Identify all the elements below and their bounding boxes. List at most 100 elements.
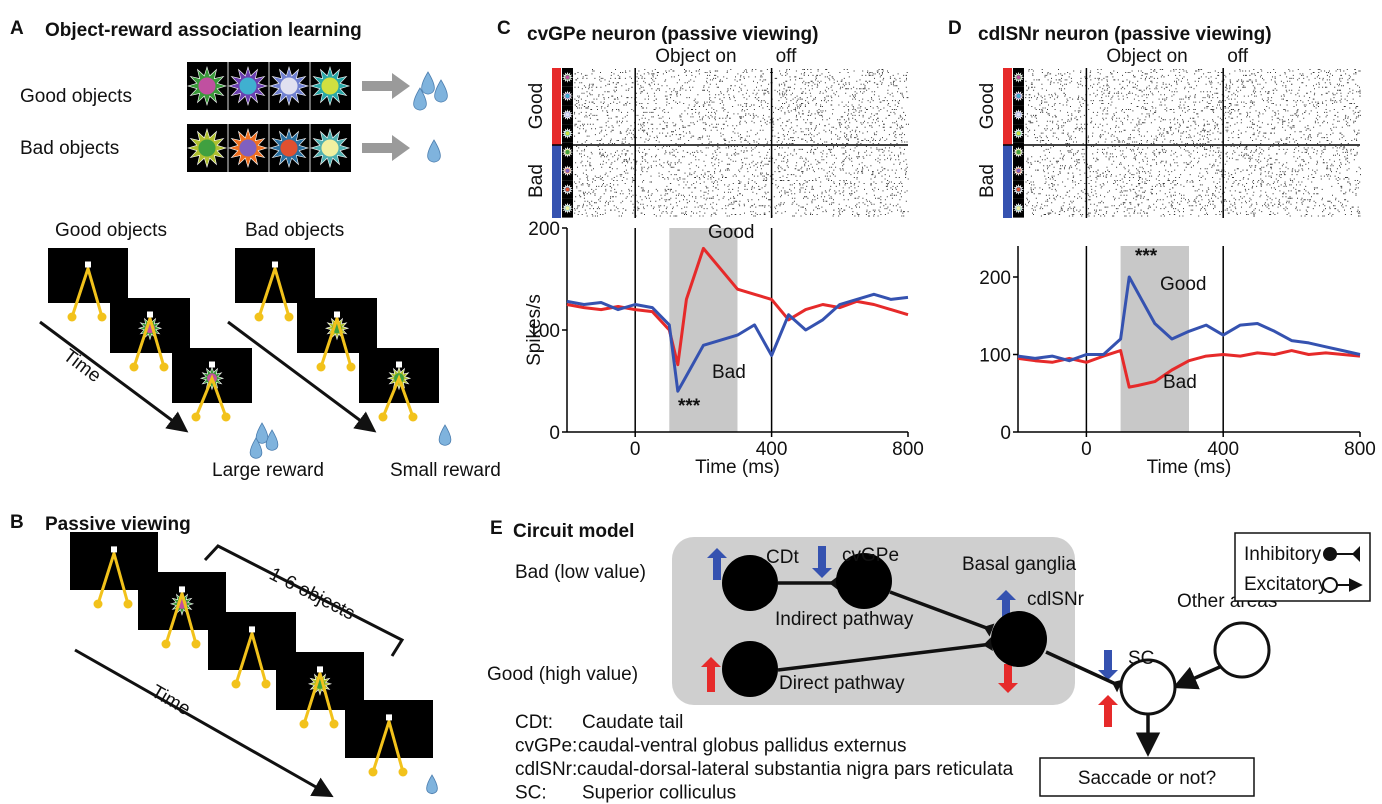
series-label: Good — [708, 222, 754, 243]
object-center — [1016, 206, 1020, 210]
abbreviation: CDt: — [515, 712, 553, 733]
raster-group-label: Bad — [526, 164, 547, 198]
fixation-point — [334, 312, 340, 318]
series-label: Good — [1160, 274, 1206, 295]
screen — [48, 248, 128, 303]
x-tick-label: 0 — [630, 439, 641, 460]
abbreviation-meaning: caudal-dorsal-lateral substantia nigra p… — [577, 759, 1014, 780]
eye — [192, 413, 201, 422]
y-tick-label: 100 — [979, 346, 1011, 367]
abbreviation-meaning: Caudate tail — [582, 712, 683, 733]
eye — [192, 640, 201, 649]
object-center — [565, 75, 569, 79]
y-tick-label: 200 — [979, 268, 1011, 289]
object-center — [239, 77, 256, 94]
fixation-point — [386, 714, 392, 720]
label: SC — [1128, 648, 1154, 669]
object-center — [1016, 131, 1020, 135]
raster-bar-good — [552, 68, 561, 145]
excitatory-connection — [1177, 666, 1222, 686]
object-center — [565, 187, 569, 191]
eye — [379, 413, 388, 422]
fixation-point — [147, 312, 153, 318]
water-drop — [427, 775, 438, 794]
object-center — [198, 77, 215, 94]
event-label: off — [776, 46, 798, 67]
label: Direct pathway — [779, 673, 905, 694]
eye — [232, 680, 241, 689]
event-label: off — [1227, 46, 1249, 67]
water-drop — [256, 423, 268, 443]
object-center — [565, 150, 569, 154]
figure: A Object-reward association learning Good … — [0, 0, 1382, 804]
eye — [409, 413, 418, 422]
series-label: Bad — [712, 362, 746, 383]
x-tick-label: 800 — [1344, 439, 1376, 460]
object-center — [1016, 113, 1020, 117]
object-center — [1016, 187, 1020, 191]
panel-label: B — [10, 512, 24, 533]
object-center — [1016, 75, 1020, 79]
reward-arrow — [362, 73, 410, 99]
fixation-point — [209, 362, 215, 368]
label: Small reward — [390, 460, 501, 481]
water-drop — [266, 430, 278, 450]
object-center — [239, 139, 256, 156]
fixation-point — [85, 262, 91, 268]
label: Excitatory — [1244, 574, 1328, 595]
label: Bad objects — [20, 138, 119, 159]
x-axis-label: Time (ms) — [695, 457, 780, 478]
x-tick-label: 800 — [892, 439, 924, 460]
label: Bad (low value) — [515, 562, 646, 583]
panel-label: D — [948, 18, 962, 39]
panel-title: Object-reward association learning — [45, 20, 362, 41]
water-drop — [422, 72, 435, 94]
label: Indirect pathway — [775, 609, 914, 630]
water-drop — [428, 140, 441, 162]
series-label: Bad — [1163, 372, 1197, 393]
abbreviation-meaning: caudal-ventral globus pallidus externus — [578, 736, 906, 757]
raster-group-label: Good — [977, 83, 998, 129]
object-center — [1016, 94, 1020, 98]
raster-bar-bad — [1003, 145, 1012, 218]
significance: *** — [678, 396, 701, 417]
object-center — [565, 206, 569, 210]
label: cvGPe — [842, 545, 899, 566]
label: Good (high value) — [487, 664, 638, 685]
label: Good objects — [20, 86, 132, 107]
label: Basal ganglia — [962, 554, 1077, 575]
object-center — [565, 131, 569, 135]
panel-label: E — [490, 518, 503, 539]
abbreviation: SC: — [515, 783, 547, 804]
reward-arrow — [362, 135, 410, 161]
label: CDt — [766, 547, 799, 568]
eye — [94, 600, 103, 609]
raster-dots — [1025, 69, 1361, 217]
label: Large reward — [212, 460, 324, 481]
panel-title: cdlSNr neuron (passive viewing) — [978, 24, 1272, 45]
y-tick-label: 0 — [1000, 423, 1011, 444]
object-center — [198, 139, 215, 156]
label: Good objects — [55, 220, 167, 241]
object-center — [321, 77, 338, 94]
eye — [222, 413, 231, 422]
fixation-point — [396, 362, 402, 368]
other-node — [1215, 623, 1269, 677]
label: Saccade or not? — [1078, 768, 1216, 789]
water-drop — [439, 425, 451, 445]
eye — [255, 313, 264, 322]
abbreviation: cvGPe: — [515, 736, 577, 757]
object-center — [321, 139, 338, 156]
eye — [130, 363, 139, 372]
panel-title: cvGPe neuron (passive viewing) — [527, 24, 818, 45]
eye — [160, 363, 169, 372]
fixation-point — [111, 546, 117, 552]
panel-label: A — [10, 18, 24, 39]
eye — [347, 363, 356, 372]
object-center — [280, 77, 297, 94]
legend-excitatory — [1323, 578, 1337, 592]
x-axis-label: Time (ms) — [1147, 457, 1232, 478]
screen — [345, 700, 433, 758]
y-tick-label: 0 — [549, 423, 560, 444]
screen — [235, 248, 315, 303]
